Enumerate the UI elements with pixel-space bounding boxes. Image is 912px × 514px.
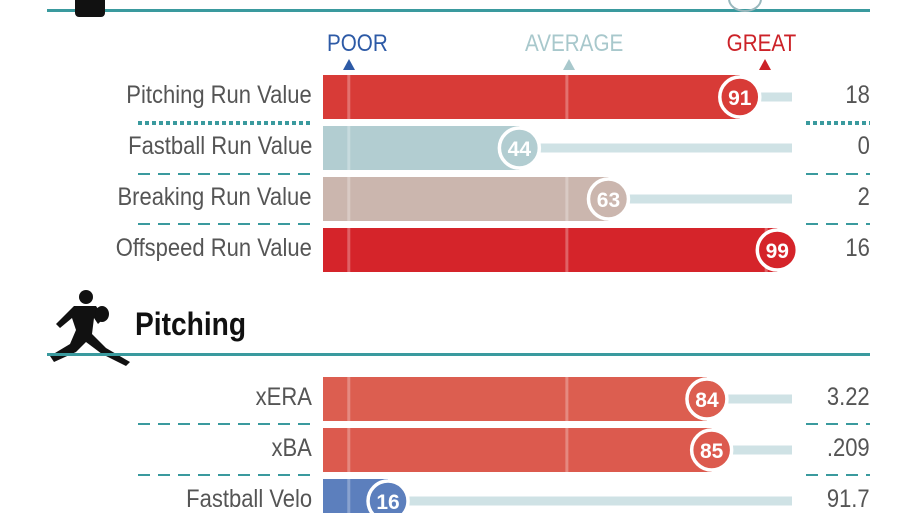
row-label: Fastball Run Value	[127, 132, 312, 160]
percentile-bubble-label: 91	[728, 87, 752, 110]
percentile-bubble-label: 44	[508, 138, 532, 161]
percentile-bar	[323, 428, 712, 472]
top-section-divider	[47, 9, 870, 12]
percentile-bubble-label: 85	[700, 440, 724, 463]
poor-marker-icon	[343, 59, 355, 70]
percentile-bar	[323, 126, 520, 170]
pitcher-icon	[46, 288, 134, 368]
percentile-bubble	[755, 228, 800, 272]
row-label: Pitching Run Value	[126, 81, 312, 109]
percentile-bar	[323, 177, 609, 221]
percentile-bubble-label: 84	[695, 389, 719, 412]
percentile-bubble-label: 63	[597, 189, 620, 212]
percentile-bubble-label: 99	[766, 240, 789, 263]
great-marker-icon	[759, 59, 771, 70]
trophy-icon	[75, 0, 105, 17]
row-label: Offspeed Run Value	[115, 234, 312, 262]
average-marker-icon	[563, 59, 575, 70]
row-value: 0	[857, 132, 870, 160]
percentile-bubble	[586, 177, 631, 221]
percentile-bar	[323, 75, 740, 119]
scale-poor-label: POOR	[326, 30, 388, 57]
scale-great-label: GREAT	[726, 30, 797, 57]
row-label: xERA	[255, 383, 312, 411]
percentile-bar	[323, 377, 707, 421]
row-label: xBA	[271, 434, 312, 462]
section-title-pitching: Pitching	[135, 306, 247, 342]
row-value: 91.7	[827, 485, 870, 513]
row-value: 18	[845, 81, 870, 109]
row-value: 2	[857, 183, 870, 211]
scale-average-label: AVERAGE	[524, 30, 624, 57]
percentile-bubble	[497, 126, 542, 170]
row-label: Breaking Run Value	[117, 183, 312, 211]
percentile-bubble	[366, 479, 410, 513]
percentile-bubble	[685, 377, 729, 421]
row-value: .209	[827, 434, 870, 462]
percentile-bubble-label: 16	[376, 491, 399, 513]
percentile-bar	[323, 228, 778, 272]
row-value: 16	[845, 234, 870, 262]
percentile-bubble	[689, 428, 734, 472]
row-value: 3.22	[827, 383, 870, 411]
pitching-section-divider	[47, 353, 870, 356]
row-label: Fastball Velo	[186, 485, 312, 513]
percentile-bubble	[718, 75, 762, 119]
